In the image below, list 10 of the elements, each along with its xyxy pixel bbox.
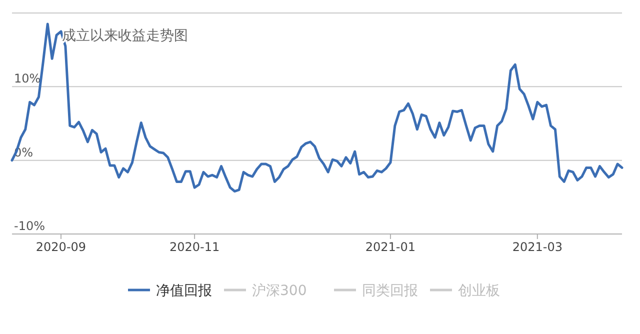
y-tick-label: 10% <box>14 72 41 86</box>
x-tick-label: 2020-09 <box>36 240 86 254</box>
x-tick-label: 2021-03 <box>512 240 562 254</box>
x-tick-label: 2021-01 <box>365 240 416 254</box>
legend-label: 沪深300 <box>252 283 307 299</box>
y-tick-label: -10% <box>14 219 46 233</box>
legend-label: 创业板 <box>458 283 500 299</box>
x-tick-label: 2020-11 <box>169 240 220 254</box>
legend-label: 净值回报 <box>156 283 212 299</box>
legend-label: 同类回报 <box>362 283 418 299</box>
